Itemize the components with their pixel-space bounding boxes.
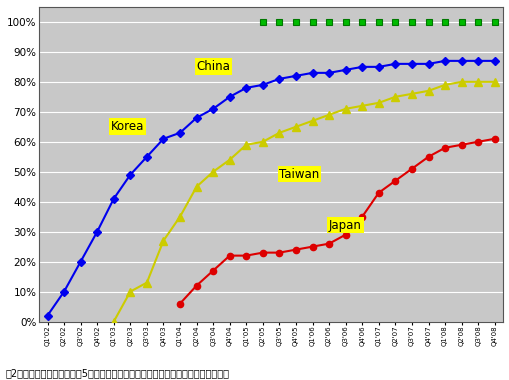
- Text: Taiwan: Taiwan: [279, 168, 319, 181]
- Text: China: China: [196, 60, 230, 73]
- Text: Japan: Japan: [328, 218, 361, 232]
- Text: 図2　韓国、台湾、日本の第5世代以上の液晶製造装置の占有率（基盤面積ベース）: 図2 韓国、台湾、日本の第5世代以上の液晶製造装置の占有率（基盤面積ベース）: [5, 368, 229, 378]
- Text: Korea: Korea: [110, 120, 144, 133]
